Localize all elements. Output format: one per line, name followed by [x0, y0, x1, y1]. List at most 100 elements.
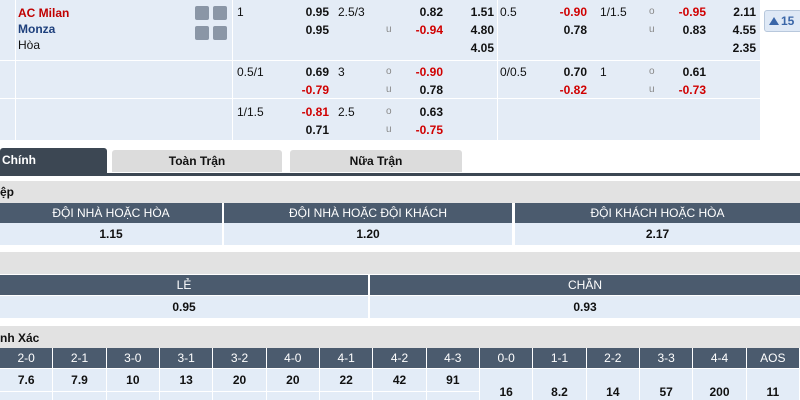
icon[interactable]: [213, 26, 227, 40]
odds-value[interactable]: 0.95: [305, 5, 329, 19]
odds-value[interactable]: 2.35: [732, 41, 756, 55]
more-count[interactable]: 15: [781, 14, 795, 28]
tab[interactable]: [0, 148, 107, 173]
ou-mark: o: [386, 66, 392, 77]
cell-bg: [266, 392, 319, 400]
section-bar: [0, 181, 800, 203]
odds-value[interactable]: 0.78: [563, 23, 587, 37]
odds-value[interactable]: 22: [320, 369, 373, 391]
odds-value[interactable]: 0.95: [0, 296, 368, 318]
tab[interactable]: [112, 150, 282, 172]
odds-value[interactable]: 8.2: [533, 369, 586, 400]
section-bar: [0, 326, 800, 348]
ou-mark: u: [386, 24, 392, 35]
header: 4-1: [320, 348, 373, 368]
icon[interactable]: [195, 6, 209, 20]
odds-value[interactable]: 11: [746, 369, 799, 400]
cell-bg: [0, 392, 53, 400]
odds-value[interactable]: 20: [266, 369, 319, 391]
odds-value[interactable]: -0.90: [559, 5, 587, 19]
section-title: ệp: [0, 185, 15, 199]
tab-label[interactable]: Toàn Trận: [168, 154, 226, 168]
odds-value[interactable]: 0.70: [563, 65, 587, 79]
header: LẺ: [0, 275, 368, 295]
odds-value[interactable]: 200: [693, 369, 746, 400]
line-value: 1/1.5: [600, 5, 627, 19]
header: 1-1: [533, 348, 586, 368]
line-value: 2.5/3: [338, 5, 365, 19]
odds-value[interactable]: 91: [426, 369, 479, 391]
header: 3-2: [213, 348, 266, 368]
header: 3-0: [106, 348, 159, 368]
header: 3-3: [640, 348, 693, 368]
odds-value[interactable]: 0.71: [305, 123, 329, 137]
odds-value[interactable]: 0.93: [370, 296, 800, 318]
odds-value[interactable]: 1.20: [224, 223, 512, 245]
line-value: 0/0.5: [500, 65, 527, 79]
odds-value[interactable]: 42: [373, 369, 426, 391]
odds-value[interactable]: 2.17: [515, 223, 800, 245]
line-value: 1/1.5: [237, 105, 264, 119]
odds-value[interactable]: 1.51: [470, 5, 494, 19]
cell-bg: [53, 392, 106, 400]
odds-value[interactable]: 1.15: [0, 223, 222, 245]
team-home: AC Milan: [18, 6, 70, 20]
odds-value[interactable]: 13: [160, 369, 213, 391]
odds-value[interactable]: 16: [480, 369, 533, 400]
odds-value[interactable]: -0.90: [415, 65, 443, 79]
odds-value[interactable]: -0.79: [301, 83, 329, 97]
line-value: 1: [600, 65, 607, 79]
odds-value[interactable]: 0.63: [419, 105, 443, 119]
header: AOS: [746, 348, 799, 368]
odds-value[interactable]: 57: [640, 369, 693, 400]
odds-value[interactable]: 7.9: [53, 369, 106, 391]
ou-mark: u: [649, 24, 655, 35]
odds-value[interactable]: 0.95: [305, 23, 329, 37]
cell-bg: [213, 392, 266, 400]
odds-value[interactable]: 14: [586, 369, 639, 400]
line-value: 0.5: [500, 5, 517, 19]
arrow-icon: [769, 17, 779, 25]
odds-value[interactable]: -0.73: [678, 83, 706, 97]
more-button[interactable]: 15: [764, 10, 800, 32]
odds-value[interactable]: 20: [213, 369, 266, 391]
odds-value[interactable]: 2.11: [733, 5, 756, 19]
odds-value[interactable]: 4.55: [732, 23, 756, 37]
odds-value[interactable]: -0.94: [415, 23, 443, 37]
header: ĐỘI NHÀ HOẶC ĐỘI KHÁCH: [224, 203, 512, 223]
header: 2-2: [586, 348, 639, 368]
line-value: 2.5: [338, 105, 355, 119]
odds-value[interactable]: 7.6: [0, 369, 53, 391]
odds-value[interactable]: 0.61: [682, 65, 706, 79]
draw-label: Hòa: [18, 38, 41, 52]
odds-value[interactable]: 4.80: [470, 23, 494, 37]
line-value: 1: [237, 5, 244, 19]
odds-value[interactable]: 0.83: [682, 23, 706, 37]
separator: [497, 0, 498, 140]
ou-mark: u: [386, 84, 392, 95]
icon[interactable]: [213, 6, 227, 20]
odds-value[interactable]: -0.95: [678, 5, 706, 19]
header: 2-1: [53, 348, 106, 368]
odds-value[interactable]: -0.75: [415, 123, 443, 137]
cell-bg: [373, 392, 426, 400]
tab-label[interactable]: Nữa Trận: [349, 154, 403, 168]
odds-value[interactable]: 4.05: [470, 41, 494, 55]
separator: [232, 0, 233, 140]
header: CHẴN: [370, 275, 800, 295]
odds-value[interactable]: -0.82: [559, 83, 587, 97]
icon[interactable]: [195, 26, 209, 40]
odds-value[interactable]: 0.82: [419, 5, 443, 19]
ou-mark: o: [649, 6, 655, 17]
tab-label[interactable]: Chính: [2, 153, 36, 167]
line-value: 0.5/1: [237, 65, 264, 79]
odds-value[interactable]: 0.69: [305, 65, 329, 79]
odds-value[interactable]: 10: [106, 369, 159, 391]
odds-value[interactable]: 0.78: [419, 83, 443, 97]
tab[interactable]: [290, 150, 462, 172]
header: 4-3: [426, 348, 479, 368]
odds-value[interactable]: -0.81: [301, 105, 329, 119]
odds-row-bg: [0, 99, 760, 140]
odds-row-bg: [0, 0, 760, 60]
